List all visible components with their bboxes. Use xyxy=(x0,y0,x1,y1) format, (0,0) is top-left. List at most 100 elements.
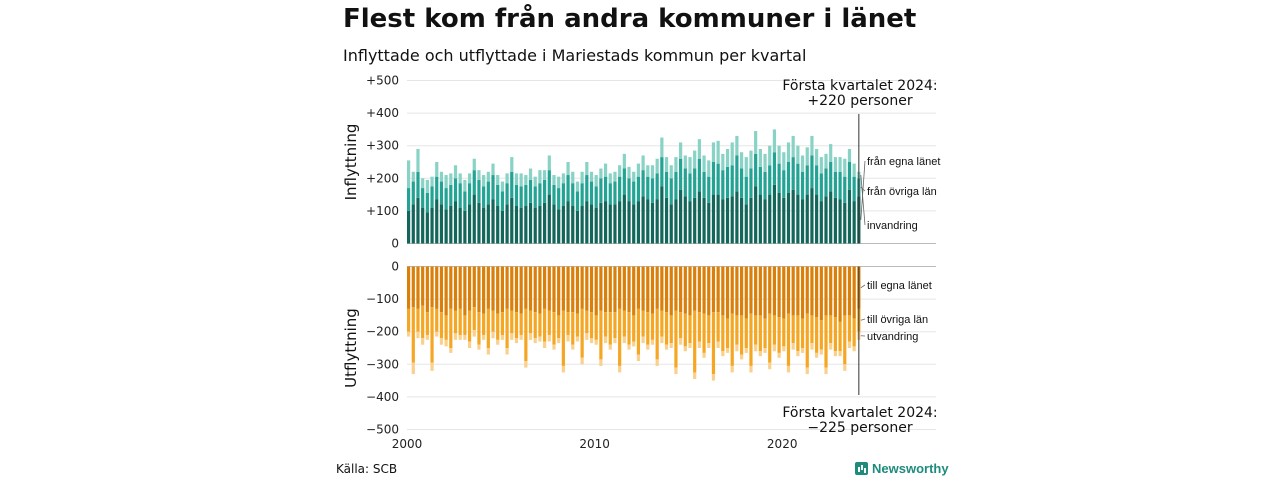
bar-segment-outflow xyxy=(838,266,842,322)
bar-segment-inflow xyxy=(636,201,641,244)
bar-segment-outflow xyxy=(439,266,444,313)
bar-segment-outflow xyxy=(805,313,809,368)
y-axis-title-inflow: Inflyttning xyxy=(342,124,360,201)
bar-segment-inflow xyxy=(702,155,706,172)
bar-segment-inflow xyxy=(407,188,411,211)
bar-segment-inflow xyxy=(683,196,687,244)
bar-segment-outflow xyxy=(589,312,594,339)
bar-segment-outflow xyxy=(425,266,429,313)
bar-segment-outflow xyxy=(735,266,739,316)
bar-segment-inflow xyxy=(463,210,467,244)
bar-segment-inflow xyxy=(815,194,819,244)
bar-segment-outflow xyxy=(796,351,800,357)
bar-segment-inflow xyxy=(669,178,673,205)
bar-segment-outflow xyxy=(491,310,495,332)
bar-segment-outflow xyxy=(711,266,716,313)
bar-segment-outflow xyxy=(510,266,514,311)
bar-segment-outflow xyxy=(463,334,467,340)
bar-segment-inflow xyxy=(758,148,762,167)
bar-segment-inflow xyxy=(674,157,678,172)
bar-segment-inflow xyxy=(472,170,476,195)
bar-segment-inflow xyxy=(693,150,697,169)
bar-segment-outflow xyxy=(603,336,608,344)
bar-segment-inflow xyxy=(721,153,725,171)
bar-segment-outflow xyxy=(754,344,758,352)
bar-segment-inflow xyxy=(603,201,608,244)
bar-segment-outflow xyxy=(711,374,716,381)
bar-segment-inflow xyxy=(580,183,584,207)
bar-segment-outflow xyxy=(782,266,786,319)
bar-segment-inflow xyxy=(800,155,805,172)
bar-segment-outflow xyxy=(411,266,415,308)
bar-segment-inflow xyxy=(496,175,500,185)
bar-segment-outflow xyxy=(477,266,481,313)
bar-segment-inflow xyxy=(543,202,547,244)
bar-segment-outflow xyxy=(425,312,429,335)
bar-segment-outflow xyxy=(463,315,467,335)
bar-segment-outflow xyxy=(543,308,547,342)
bar-segment-inflow xyxy=(505,183,509,205)
bar-segment-outflow xyxy=(758,351,762,357)
bar-segment-outflow xyxy=(500,312,504,335)
bar-segment-outflow xyxy=(843,266,847,316)
bar-segment-outflow xyxy=(716,341,720,348)
bar-segment-outflow xyxy=(800,348,805,353)
bar-segment-inflow xyxy=(467,183,472,205)
bar-segment-outflow xyxy=(815,317,819,353)
bar-segment-outflow xyxy=(824,367,828,375)
bar-segment-outflow xyxy=(838,351,842,357)
bar-segment-inflow xyxy=(632,181,636,205)
bar-segment-outflow xyxy=(444,315,448,340)
bar-segment-outflow xyxy=(543,341,547,348)
bar-segment-inflow xyxy=(650,178,655,203)
bar-segment-outflow xyxy=(608,344,612,350)
bar-segment-inflow xyxy=(613,171,617,182)
bar-segment-inflow xyxy=(421,207,425,244)
bar-segment-outflow xyxy=(575,336,580,342)
bar-segment-inflow xyxy=(439,171,444,182)
bar-segment-outflow xyxy=(636,266,641,309)
bar-segment-outflow xyxy=(411,307,415,363)
bar-segment-inflow xyxy=(627,166,631,179)
bar-segment-inflow xyxy=(411,171,415,182)
bar-segment-outflow xyxy=(679,338,683,345)
bar-segment-inflow xyxy=(599,202,603,244)
bar-segment-inflow xyxy=(467,173,472,184)
bar-segment-inflow xyxy=(505,173,509,184)
bar-segment-inflow xyxy=(791,157,795,190)
y-tick-label-outflow: −100 xyxy=(366,292,399,306)
bar-segment-outflow xyxy=(791,343,795,350)
bar-segment-inflow xyxy=(472,194,476,244)
bar-segment-inflow xyxy=(463,179,467,192)
bar-segment-inflow xyxy=(514,173,519,185)
bar-segment-inflow xyxy=(439,204,444,244)
bar-segment-outflow xyxy=(594,266,598,316)
annotation-inflow-line1: Första kvartalet 2024: xyxy=(782,78,937,94)
bar-segment-inflow xyxy=(594,186,598,208)
bar-segment-inflow xyxy=(660,186,664,244)
bar-segment-outflow xyxy=(735,344,739,352)
bar-segment-outflow xyxy=(622,310,626,337)
bar-segment-outflow xyxy=(739,266,744,316)
bar-segment-inflow xyxy=(561,183,565,207)
bar-segment-outflow xyxy=(472,307,476,331)
bar-segment-outflow xyxy=(500,266,504,313)
bar-segment-inflow xyxy=(711,142,716,162)
bar-segment-inflow xyxy=(543,170,547,180)
bar-segment-inflow xyxy=(833,171,837,198)
bar-segment-outflow xyxy=(627,344,631,350)
bar-segment-inflow xyxy=(416,148,420,172)
bar-segment-outflow xyxy=(547,266,551,311)
bar-segment-inflow xyxy=(467,204,472,244)
bar-segment-outflow xyxy=(777,317,781,353)
bar-segment-outflow xyxy=(852,266,856,319)
bar-segment-inflow xyxy=(636,163,641,177)
bar-segment-outflow xyxy=(843,364,847,371)
bar-segment-inflow xyxy=(566,201,570,244)
series-label-inflow: från övriga län xyxy=(867,186,937,198)
bar-segment-outflow xyxy=(500,334,504,340)
bar-segment-outflow xyxy=(557,315,561,339)
bar-segment-inflow xyxy=(758,166,762,195)
bar-segment-inflow xyxy=(641,155,645,171)
